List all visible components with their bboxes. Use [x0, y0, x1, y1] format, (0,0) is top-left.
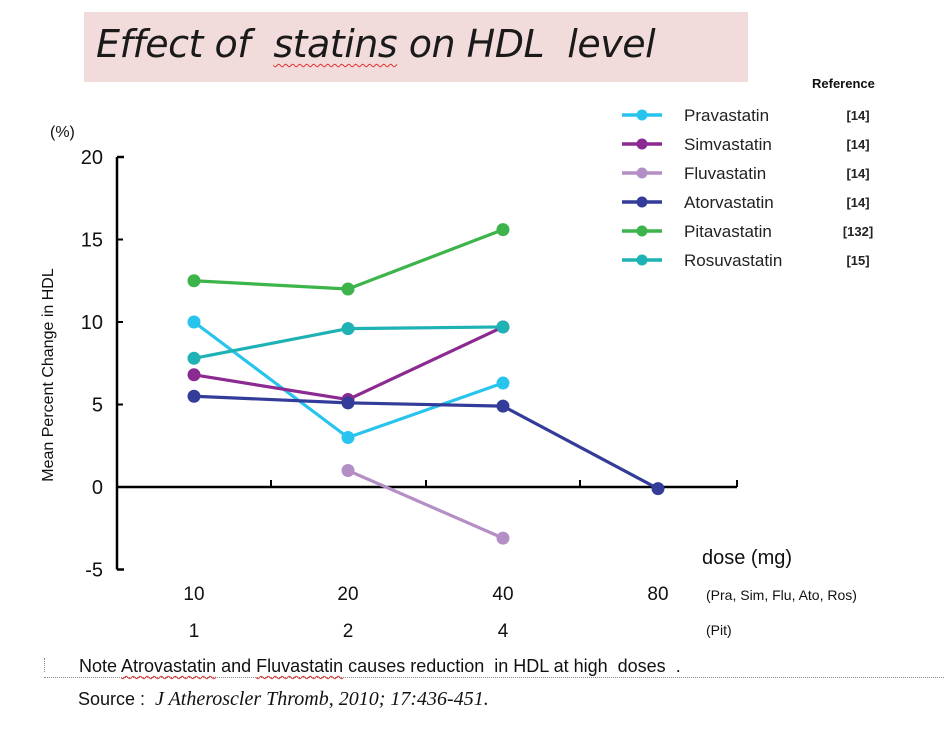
legend-item-pitavastatin: Pitavastatin [132] [622, 222, 873, 241]
y-tick-label: 10 [81, 312, 103, 334]
legend-item-simvastatin: Simvastatin [14] [622, 135, 870, 154]
series-line-pitavastatin [193, 228, 504, 291]
legend-label: Pravastatin [684, 106, 769, 125]
page-title: Effect of statins on HDL level [96, 22, 656, 66]
data-point-pravastatin [341, 431, 355, 444]
data-point-rosuvastatin [341, 322, 355, 336]
x-category-note: (Pra, Sim, Flu, Ato, Ros) [706, 587, 857, 603]
series-line-pravastatin [193, 320, 504, 440]
x-secondary-tick-label: 1 [189, 621, 200, 642]
series-pravastatin [187, 315, 510, 444]
data-point-atorvastatin [187, 389, 201, 403]
y-tick-label: 15 [81, 230, 103, 252]
data-point-atorvastatin [496, 399, 510, 413]
y-axis-label: Mean Percent Change in HDL [40, 268, 57, 482]
legend-swatch-marker [636, 138, 648, 150]
legend-item-pravastatin: Pravastatin [14] [622, 106, 870, 125]
legend-reference: [14] [846, 108, 869, 123]
y-tick-label: 20 [81, 147, 103, 169]
data-point-fluvastatin [496, 531, 510, 545]
y-tick-label: -5 [85, 560, 103, 582]
series-line-atorvastatin [193, 394, 659, 491]
series-pitavastatin [187, 223, 510, 296]
x-tick-label: 20 [337, 584, 358, 605]
legend-item-rosuvastatin: Rosuvastatin [15] [622, 251, 870, 270]
series-fluvastatin [341, 464, 510, 545]
legend-reference: [132] [843, 224, 873, 239]
title-text-post: on HDL level [397, 22, 656, 66]
legend-reference: [14] [846, 137, 869, 152]
legend-reference: [15] [846, 253, 869, 268]
series-atorvastatin [187, 389, 665, 496]
legend-header: Reference [812, 76, 875, 91]
x-tick-labels: 10 20 40 80 1 2 4 [183, 584, 668, 642]
note-word-atrovastatin: Atrovastatin [121, 656, 217, 676]
data-point-pitavastatin [341, 282, 355, 296]
series-line-fluvastatin [347, 469, 504, 540]
x-tick-label: 80 [647, 584, 668, 605]
legend-swatch-marker [636, 167, 648, 179]
footnote: Note Atrovastatin and Fluvastatin causes… [44, 656, 944, 678]
legend-swatch-marker [636, 196, 648, 208]
legend: Pravastatin [14]Simvastatin [14]Fluvastati… [622, 106, 873, 270]
note-word-fluvastatin: Fluvastatin [256, 656, 344, 676]
x-axis-label: dose (mg) [702, 547, 792, 569]
series-rosuvastatin [187, 320, 510, 365]
series-lines [187, 223, 665, 545]
data-point-atorvastatin [341, 396, 355, 410]
x-secondary-tick-label: 2 [343, 621, 354, 642]
x-tick-label: 40 [492, 584, 513, 605]
data-point-simvastatin [187, 368, 201, 382]
note-text-post: causes reduction in HDL at high doses . [343, 656, 681, 676]
data-point-rosuvastatin [187, 351, 201, 365]
x-secondary-tick-label: 4 [498, 621, 509, 642]
legend-label: Atorvastatin [684, 193, 774, 212]
series-line-simvastatin [193, 325, 504, 402]
legend-label: Pitavastatin [684, 222, 772, 241]
note-text-mid: and [216, 656, 257, 676]
data-point-pitavastatin [496, 223, 510, 237]
axes [115, 155, 738, 571]
legend-swatch-marker [636, 225, 648, 237]
legend-swatch-marker [636, 109, 648, 121]
source-citation: J Atheroscler Thromb, 2010; 17:436-451. [155, 688, 489, 710]
data-point-atorvastatin [651, 482, 665, 496]
data-point-fluvastatin [341, 464, 355, 477]
title-text-pre: Effect of [96, 22, 274, 66]
note-text-pre: Note [79, 656, 122, 676]
source-line: Source : J Atheroscler Thromb, 2010; 17:4… [78, 688, 489, 711]
dotted-leader [44, 658, 79, 672]
data-point-pravastatin [187, 315, 201, 329]
legend-label: Rosuvastatin [684, 251, 782, 270]
legend-swatch-marker [636, 254, 648, 266]
y-tick-label: 5 [92, 395, 103, 417]
legend-reference: [14] [846, 166, 869, 181]
legend-reference: [14] [846, 195, 869, 210]
legend-item-atorvastatin: Atorvastatin [14] [622, 193, 870, 212]
data-point-rosuvastatin [496, 320, 510, 334]
title-banner [84, 12, 748, 82]
title-text-statins: statins [273, 22, 398, 66]
data-point-pitavastatin [187, 274, 201, 288]
data-point-pravastatin [496, 376, 510, 390]
y-unit-label: (%) [50, 124, 75, 141]
legend-item-fluvastatin: Fluvastatin [14] [622, 164, 870, 183]
source-label: Source : [78, 689, 146, 709]
legend-label: Simvastatin [684, 135, 772, 154]
y-tick-labels: 20 15 10 5 0 -5 [81, 147, 103, 582]
legend-label: Fluvastatin [684, 164, 766, 183]
x-tick-label: 10 [183, 584, 204, 605]
x-secondary-note: (Pit) [706, 622, 732, 638]
y-tick-label: 0 [92, 477, 103, 499]
